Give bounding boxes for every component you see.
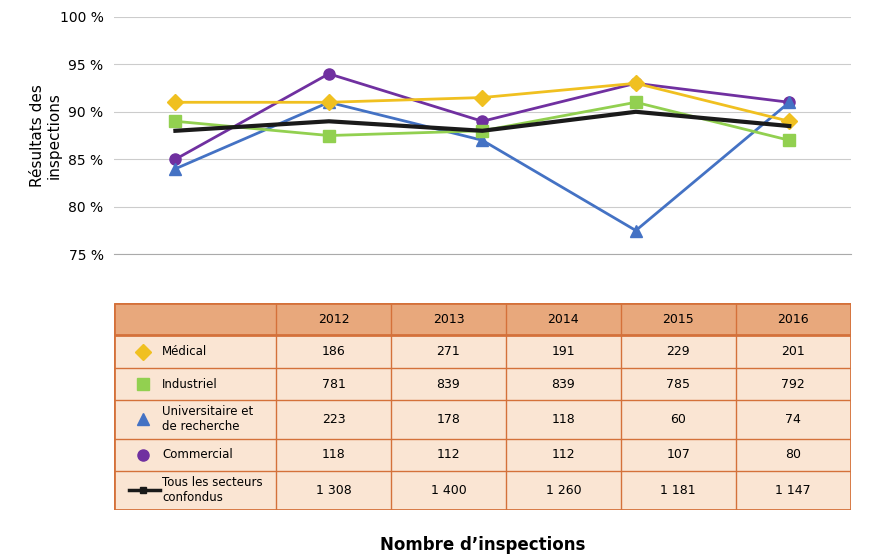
Text: 2014: 2014: [547, 312, 579, 326]
Bar: [114, 335, 851, 368]
Text: 2016: 2016: [777, 312, 809, 326]
Bar: [114, 438, 851, 471]
Text: 178: 178: [437, 413, 460, 426]
Bar: [506, 303, 621, 335]
Text: 60: 60: [670, 413, 686, 426]
Text: 839: 839: [552, 377, 575, 390]
Text: 112: 112: [437, 449, 460, 461]
Text: 107: 107: [667, 449, 690, 461]
Text: Universitaire et
de recherche: Universitaire et de recherche: [162, 405, 253, 433]
Text: 118: 118: [322, 449, 346, 461]
Text: 80: 80: [785, 449, 802, 461]
Bar: [114, 400, 851, 438]
Text: 201: 201: [781, 345, 805, 358]
Text: Médical: Médical: [162, 345, 207, 358]
Bar: [114, 471, 851, 510]
Text: 271: 271: [437, 345, 460, 358]
Text: 2013: 2013: [432, 312, 464, 326]
Text: 792: 792: [781, 377, 805, 390]
Bar: [114, 303, 276, 335]
Bar: [114, 368, 851, 400]
Text: 2015: 2015: [662, 312, 695, 326]
Text: 74: 74: [785, 413, 802, 426]
Text: 1 260: 1 260: [545, 484, 581, 497]
Text: 1 147: 1 147: [775, 484, 811, 497]
Text: 1 308: 1 308: [316, 484, 352, 497]
Text: Nombre d’inspections: Nombre d’inspections: [380, 536, 585, 554]
Text: 781: 781: [322, 377, 346, 390]
Bar: [736, 303, 851, 335]
Text: 1 181: 1 181: [660, 484, 696, 497]
Text: Industriel: Industriel: [162, 377, 217, 390]
Text: 223: 223: [322, 413, 346, 426]
Text: 229: 229: [667, 345, 690, 358]
Text: 186: 186: [322, 345, 346, 358]
Text: 2012: 2012: [317, 312, 349, 326]
Text: Tous les secteurs
confondus: Tous les secteurs confondus: [162, 477, 262, 505]
Bar: [391, 303, 506, 335]
Bar: [276, 303, 391, 335]
Text: 785: 785: [667, 377, 690, 390]
Text: 839: 839: [437, 377, 460, 390]
Text: 191: 191: [552, 345, 575, 358]
Bar: [621, 303, 736, 335]
Text: 1 400: 1 400: [431, 484, 467, 497]
Text: 112: 112: [552, 449, 575, 461]
Text: Commercial: Commercial: [162, 449, 232, 461]
Text: 118: 118: [552, 413, 575, 426]
Y-axis label: Résultats des
inspections: Résultats des inspections: [30, 84, 62, 187]
